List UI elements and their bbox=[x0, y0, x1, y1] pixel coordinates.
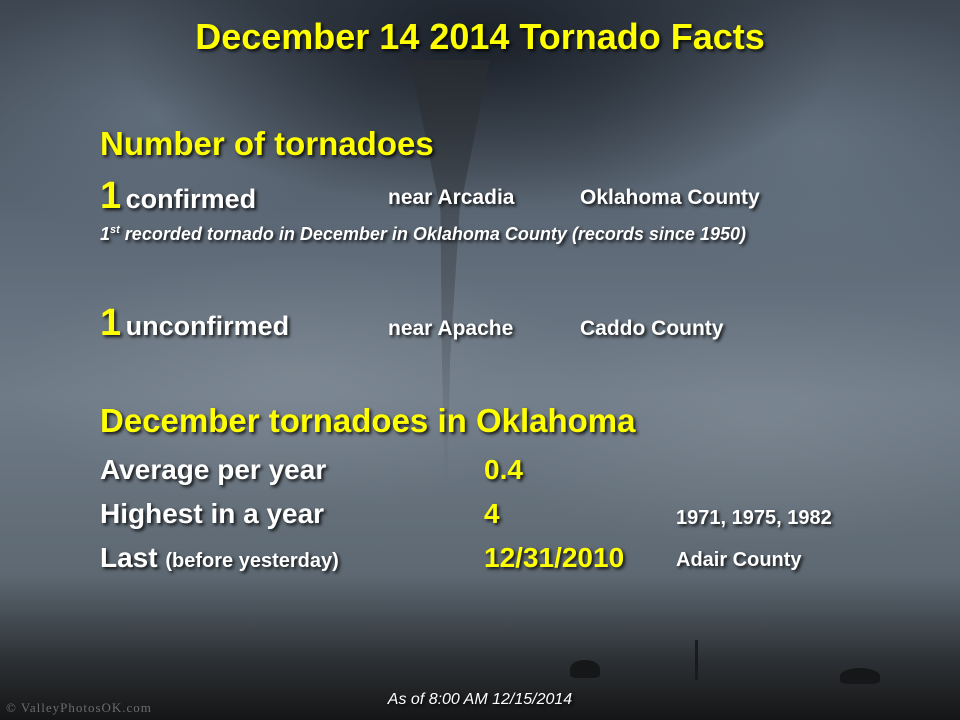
confirmed-location: near Arcadia bbox=[388, 186, 515, 209]
photo-credit-watermark: © ValleyPhotosOK.com bbox=[6, 700, 152, 715]
unconfirmed-label: unconfirmed bbox=[125, 311, 290, 341]
confirmed-count: 1 bbox=[100, 175, 122, 217]
slide-title: December 14 2014 Tornado Facts bbox=[195, 16, 765, 57]
note-ordinal-suffix: st bbox=[110, 224, 120, 236]
unconfirmed-count: 1 bbox=[100, 302, 122, 344]
december-heading: December tornadoes in Oklahoma bbox=[100, 402, 636, 439]
last-paren: (before yesterday) bbox=[165, 550, 339, 572]
note-text: recorded tornado in December in Oklahoma… bbox=[119, 224, 746, 244]
highest-years: 1971, 1975, 1982 bbox=[676, 507, 832, 529]
as-of-footer: As of 8:00 AM 12/15/2014 bbox=[387, 691, 573, 708]
last-label-line: Last (before yesterday) bbox=[100, 542, 339, 574]
average-label: Average per year bbox=[100, 454, 327, 485]
unconfirmed-location: near Apache bbox=[388, 317, 514, 340]
ground-horizon bbox=[0, 668, 960, 720]
note-ordinal: 1 bbox=[100, 224, 111, 244]
confirmed-label: confirmed bbox=[125, 184, 257, 214]
last-label: Last bbox=[100, 542, 158, 573]
confirmed-line: 1 confirmed bbox=[100, 175, 256, 218]
highest-value: 4 bbox=[484, 498, 500, 529]
unconfirmed-line: 1 unconfirmed bbox=[100, 302, 289, 345]
unconfirmed-county: Caddo County bbox=[580, 317, 724, 340]
highest-label: Highest in a year bbox=[100, 498, 325, 529]
record-note: 1st recorded tornado in December in Okla… bbox=[100, 224, 746, 245]
tree-silhouette bbox=[840, 668, 880, 684]
tree-silhouette bbox=[570, 660, 600, 678]
power-pole bbox=[695, 640, 698, 680]
last-value: 12/31/2010 bbox=[484, 542, 625, 573]
last-county: Adair County bbox=[676, 549, 802, 571]
average-value: 0.4 bbox=[484, 454, 523, 485]
confirmed-county: Oklahoma County bbox=[580, 186, 760, 209]
number-heading: Number of tornadoes bbox=[100, 125, 434, 162]
